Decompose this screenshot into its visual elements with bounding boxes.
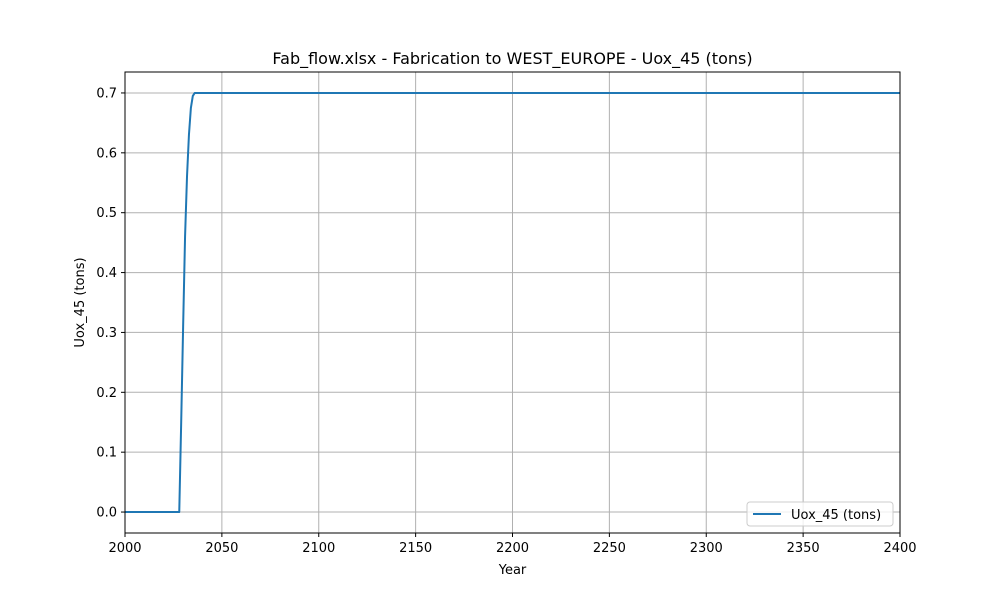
- x-tick-label: 2400: [883, 541, 916, 556]
- x-tick-label: 2300: [690, 541, 723, 556]
- y-tick-label: 0.7: [96, 86, 117, 101]
- ticks: 2000 2050 2100 2150 2200 2250 2300 2350 2400 0.0 0…: [96, 86, 916, 556]
- y-axis-label: Uox_45 (tons): [73, 257, 88, 347]
- x-tick-label: 2050: [205, 541, 238, 556]
- y-tick-label: 0.5: [96, 206, 117, 221]
- y-tick-label: 0.4: [96, 266, 117, 281]
- x-tick-label: 2250: [593, 541, 626, 556]
- series-layer: [125, 91, 900, 514]
- series-line: [125, 91, 900, 514]
- legend-entry-label: Uox_45 (tons): [791, 508, 881, 523]
- y-tick-label: 0.1: [96, 446, 117, 461]
- x-tick-label: 2350: [787, 541, 820, 556]
- y-tick-label: 0.3: [96, 326, 117, 341]
- y-tick-label: 0.6: [96, 146, 117, 161]
- x-tick-label: 2100: [302, 541, 335, 556]
- y-tick-label: 0.2: [96, 386, 117, 401]
- x-tick-label: 2150: [399, 541, 432, 556]
- x-tick-label: 2000: [108, 541, 141, 556]
- x-axis-label: Year: [498, 563, 527, 578]
- x-tick-label: 2200: [496, 541, 529, 556]
- y-tick-label: 0.0: [96, 506, 117, 521]
- chart-title: Fab_flow.xlsx - Fabrication to WEST_EURO…: [272, 49, 752, 69]
- legend: Uox_45 (tons): [746, 501, 894, 527]
- legend-box: [746, 501, 894, 527]
